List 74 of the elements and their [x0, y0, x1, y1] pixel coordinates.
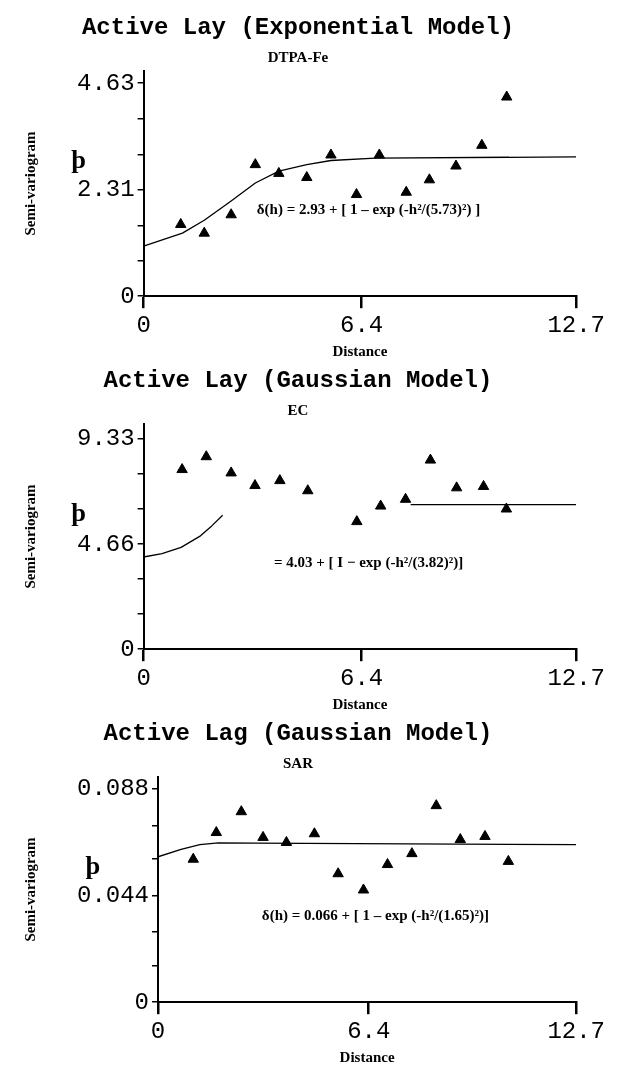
y-axis-title: Semi-variogram: [21, 483, 38, 589]
point: [373, 148, 386, 159]
point: [424, 453, 437, 464]
annotation: δ(h) = 0.066 + [ 1 – exp (-h²/(1.65)²)]: [261, 907, 490, 925]
x-tick-label: 6.4: [340, 311, 384, 339]
point: [423, 173, 436, 184]
point: [357, 883, 370, 894]
point: [450, 159, 462, 170]
point: [430, 799, 442, 810]
chart-title: Active Lay (Exponential Model): [81, 14, 515, 42]
point: [301, 171, 313, 182]
y-tick-label: 0: [120, 282, 135, 310]
y-tick-label: 0: [134, 988, 150, 1016]
point: [280, 835, 293, 846]
point: [500, 502, 513, 513]
point: [477, 479, 490, 490]
y-axis-title: Semi-variogram: [21, 836, 38, 942]
point: [332, 867, 344, 878]
chart-subtitle: DTPA-Fe: [267, 48, 329, 65]
point: [235, 805, 248, 816]
x-tick-label: 12.7: [547, 311, 605, 339]
chart-title: Active Lag (Gaussian Model): [103, 720, 493, 748]
point: [198, 226, 210, 237]
x-tick-label: 12.7: [547, 1017, 605, 1045]
point: [210, 826, 222, 837]
y-tick-label: 9.33: [77, 425, 135, 453]
point: [249, 158, 262, 169]
text: þ: [71, 497, 86, 527]
x-tick-label: 6.4: [347, 1017, 391, 1045]
point: [273, 166, 285, 177]
point: [501, 90, 513, 101]
point: [476, 138, 488, 149]
y-tick-label: 0: [120, 635, 135, 663]
point: [225, 208, 237, 219]
y-axis-title: Semi-variogram: [21, 130, 38, 236]
point: [308, 827, 321, 838]
y-tick-label: 4.63: [77, 69, 135, 97]
x-tick-label: 12.7: [547, 664, 605, 692]
point: [274, 474, 286, 485]
text: þ: [71, 144, 86, 174]
point: [175, 217, 187, 228]
point: [351, 515, 363, 526]
point: [350, 188, 363, 199]
point: [374, 499, 387, 510]
y-tick-label: 0.088: [77, 775, 150, 803]
text: þ: [85, 850, 101, 880]
annotation: δ(h) = 2.93 + [ 1 – exp (-h²/(5.73)²) ]: [256, 201, 481, 219]
chart-subtitle: SAR: [282, 754, 314, 771]
point: [225, 466, 237, 477]
point: [450, 481, 463, 492]
x-axis-title: Distance: [339, 1048, 395, 1065]
y-tick-label: 4.66: [77, 530, 135, 558]
point: [479, 829, 491, 840]
point: [257, 830, 269, 841]
x-axis-title: Distance: [332, 695, 388, 712]
y-tick-label: 0.044: [77, 881, 150, 909]
x-axis-title: Distance: [332, 342, 388, 359]
point: [381, 858, 394, 869]
chart-title: Active Lay (Gaussian Model): [103, 367, 493, 395]
point: [200, 450, 212, 461]
point: [406, 847, 418, 858]
y-tick-label: 2.31: [77, 176, 135, 204]
point: [249, 479, 261, 490]
point: [400, 185, 412, 196]
point: [454, 833, 466, 844]
point: [399, 492, 412, 503]
chart-subtitle: EC: [287, 401, 309, 418]
x-tick-label: 6.4: [340, 664, 384, 692]
point: [302, 484, 314, 495]
point: [325, 148, 337, 159]
point: [502, 854, 515, 865]
point: [187, 852, 199, 863]
annotation: = 4.03 + [ I − exp (-h²/(3.82)²)]: [273, 554, 464, 572]
point: [176, 463, 188, 474]
